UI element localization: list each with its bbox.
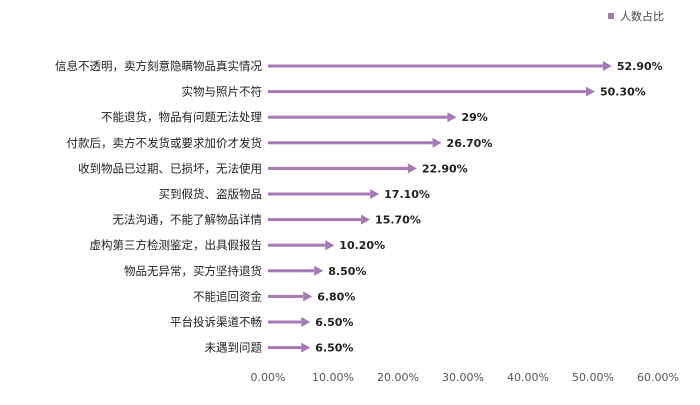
bar <box>268 320 302 324</box>
bar <box>268 346 302 350</box>
category-labels: 信息不透明，卖方刻意隐瞒物品真实情况实物与照片不符不能退货，物品有问题无法处理付… <box>55 59 262 355</box>
bar-arrowhead <box>303 291 313 302</box>
x-tick-label: 40.00% <box>507 371 549 384</box>
bar <box>268 115 448 119</box>
bar <box>268 294 304 298</box>
bar-arrowhead <box>585 86 595 97</box>
bar-arrowhead <box>432 137 442 148</box>
value-label: 22.90% <box>422 162 468 175</box>
value-label: 26.70% <box>447 137 493 150</box>
bar <box>268 243 326 247</box>
bar-arrowhead <box>602 61 612 71</box>
bar <box>268 218 362 222</box>
x-tick-label: 60.00% <box>637 371 679 384</box>
value-label: 50.30% <box>600 86 646 99</box>
category-label: 无法沟通，不能了解物品详情 <box>113 213 263 227</box>
category-label: 物品无异常，买方坚持退货 <box>124 264 262 278</box>
legend: 人数占比 <box>608 9 664 23</box>
x-tick-label: 20.00% <box>377 371 419 384</box>
bar-arrowhead <box>301 317 311 327</box>
category-label: 不能追回资金 <box>193 289 262 303</box>
legend-swatch <box>608 13 614 19</box>
bar-arrowhead <box>325 240 335 251</box>
data-labels: 52.90% 50.30% 29% 26.70% 22.90% 17.10% 15.70% 1… <box>315 60 662 355</box>
category-label: 信息不透明，卖方刻意隐瞒物品真实情况 <box>55 59 262 73</box>
value-label: 6.80% <box>317 290 355 303</box>
category-label: 不能退货，物品有问题无法处理 <box>101 110 262 124</box>
value-label: 6.50% <box>315 342 353 355</box>
bar-arrowhead <box>361 214 371 225</box>
category-label: 实物与照片不符 <box>182 85 263 99</box>
bar-arrowhead <box>301 342 311 353</box>
category-label: 虚构第三方检测鉴定，出具假报告 <box>90 238 263 252</box>
value-label: 8.50% <box>328 265 366 278</box>
bar <box>268 141 433 145</box>
bar-arrowhead <box>407 163 417 174</box>
category-label: 未遇到问题 <box>205 341 263 355</box>
x-tick-label: 30.00% <box>442 371 484 384</box>
bar-arrowhead <box>314 265 324 276</box>
category-label: 买到假货、盗版物品 <box>159 187 263 201</box>
bars <box>268 61 612 353</box>
x-axis: 0.00% 10.00% 20.00% 30.00% 40.00% 50.00% 60.00… <box>251 371 679 384</box>
bar <box>268 166 408 170</box>
category-label: 付款后，卖方不发货或要求加价才发货 <box>67 136 263 150</box>
x-tick-label: 50.00% <box>572 371 614 384</box>
bar <box>268 269 315 273</box>
x-tick-label: 0.00% <box>251 371 286 384</box>
bar-arrowhead <box>447 112 457 123</box>
bar <box>268 64 603 68</box>
category-label: 平台投诉渠道不畅 <box>170 315 262 329</box>
value-label: 6.50% <box>315 316 353 329</box>
bar-arrowhead <box>370 189 380 199</box>
category-label: 收到物品已过期、已损坏，无法使用 <box>78 161 262 175</box>
value-label: 29% <box>462 111 488 124</box>
value-label: 10.20% <box>339 239 385 252</box>
value-label: 52.90% <box>617 60 663 73</box>
x-tick-label: 10.00% <box>312 371 354 384</box>
bar <box>268 90 586 94</box>
legend-label: 人数占比 <box>620 9 664 23</box>
value-label: 17.10% <box>384 188 430 201</box>
value-label: 15.70% <box>375 214 421 227</box>
bar <box>268 192 371 196</box>
